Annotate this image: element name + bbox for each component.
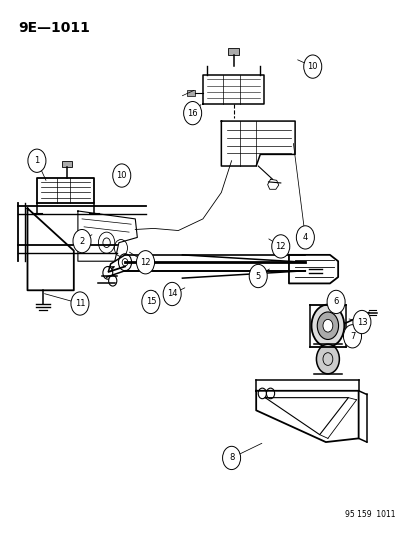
Text: 6: 6 xyxy=(332,297,338,306)
Text: 12: 12 xyxy=(275,242,285,251)
Circle shape xyxy=(322,319,332,332)
Text: 95 159  1011: 95 159 1011 xyxy=(344,510,394,519)
Circle shape xyxy=(343,325,361,348)
Text: 15: 15 xyxy=(145,297,156,306)
Circle shape xyxy=(142,290,159,313)
Text: 2: 2 xyxy=(79,237,84,246)
Bar xyxy=(62,161,71,167)
Text: 4: 4 xyxy=(302,233,307,242)
Text: 11: 11 xyxy=(74,299,85,308)
Text: 5: 5 xyxy=(255,271,260,280)
Circle shape xyxy=(249,264,267,288)
Circle shape xyxy=(73,230,91,253)
Circle shape xyxy=(112,164,131,187)
Circle shape xyxy=(316,312,338,340)
Bar xyxy=(186,90,194,96)
Circle shape xyxy=(296,226,313,249)
Circle shape xyxy=(71,292,89,315)
Circle shape xyxy=(311,304,344,347)
Bar xyxy=(227,48,239,55)
Text: 10: 10 xyxy=(307,62,317,71)
Text: 13: 13 xyxy=(356,318,366,327)
Circle shape xyxy=(28,149,46,172)
Text: 16: 16 xyxy=(187,109,197,118)
Text: 10: 10 xyxy=(116,171,127,180)
Circle shape xyxy=(352,310,370,334)
Circle shape xyxy=(136,251,154,274)
Text: 8: 8 xyxy=(228,454,234,463)
Text: 14: 14 xyxy=(166,289,177,298)
Text: 12: 12 xyxy=(140,258,150,267)
Circle shape xyxy=(222,446,240,470)
Circle shape xyxy=(266,388,274,399)
Circle shape xyxy=(303,55,321,78)
Text: 9E—1011: 9E—1011 xyxy=(19,21,90,35)
Circle shape xyxy=(326,290,344,313)
Circle shape xyxy=(103,266,112,279)
Circle shape xyxy=(183,101,201,125)
Circle shape xyxy=(118,254,131,271)
Circle shape xyxy=(108,276,116,286)
Circle shape xyxy=(316,344,339,374)
Circle shape xyxy=(163,282,181,305)
Circle shape xyxy=(271,235,289,258)
Text: 7: 7 xyxy=(349,332,354,341)
Circle shape xyxy=(258,388,266,399)
Text: 1: 1 xyxy=(34,156,40,165)
